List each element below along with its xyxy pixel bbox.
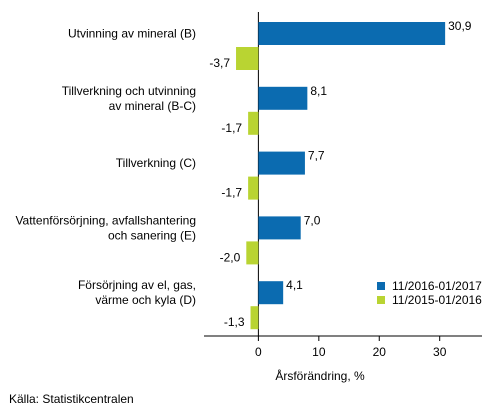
category-label: Tillverkning (C) [116,156,196,170]
x-tick-label: 0 [255,345,262,359]
x-axis-ticks: 0 10 20 30 [255,336,447,359]
data-label: -1,7 [221,121,242,135]
legend-swatch [377,282,385,290]
data-label: -1,7 [221,186,242,200]
data-label: -1,3 [224,315,245,329]
legend-label: 11/2015-01/2016 [392,293,482,307]
data-label: 4,1 [286,278,303,292]
bar-previous [248,111,259,135]
category-label: Vattenförsörjning, avfallshantering [15,213,196,227]
bar-current [258,281,284,305]
data-label: 30,9 [448,19,472,33]
bar-previous [248,176,259,200]
category-label: Försörjning av el, gas, [78,278,196,292]
category-label: Utvinning av mineral (B) [68,27,196,41]
bar-current [258,86,308,110]
data-label: -3,7 [209,56,230,70]
x-tick-label: 30 [433,345,447,359]
bar-current [258,22,446,45]
category-label: värme och kyla (D) [95,293,196,307]
chart-bars: 30,9 -3,7 8,1 -1,7 7,7 -1,7 7,0 -2,0 4,1 -1,3 [209,19,472,330]
bar-current [258,151,305,175]
category-label: Tillverkning och utvinning [62,84,196,98]
data-label: -2,0 [220,250,241,264]
source-note: Källa: Statistikcentralen [9,392,134,406]
x-tick-label: 20 [373,345,387,359]
legend-swatch [377,296,385,304]
data-label: 8,1 [310,84,327,98]
x-tick-label: 10 [312,345,326,359]
bar-previous [250,306,259,330]
data-label: 7,0 [304,213,321,227]
category-label: av mineral (B-C) [109,99,196,113]
category-labels: Utvinning av mineral (B) Tillverkning och… [15,27,196,308]
category-label: och sanering (E) [108,228,196,242]
legend-label: 11/2016-01/2017 [392,279,482,293]
bar-current [258,216,301,240]
bar-previous [236,47,259,70]
x-axis-title: Årsförändring, % [275,368,365,383]
bar-previous [246,241,259,265]
data-label: 7,7 [308,149,325,163]
